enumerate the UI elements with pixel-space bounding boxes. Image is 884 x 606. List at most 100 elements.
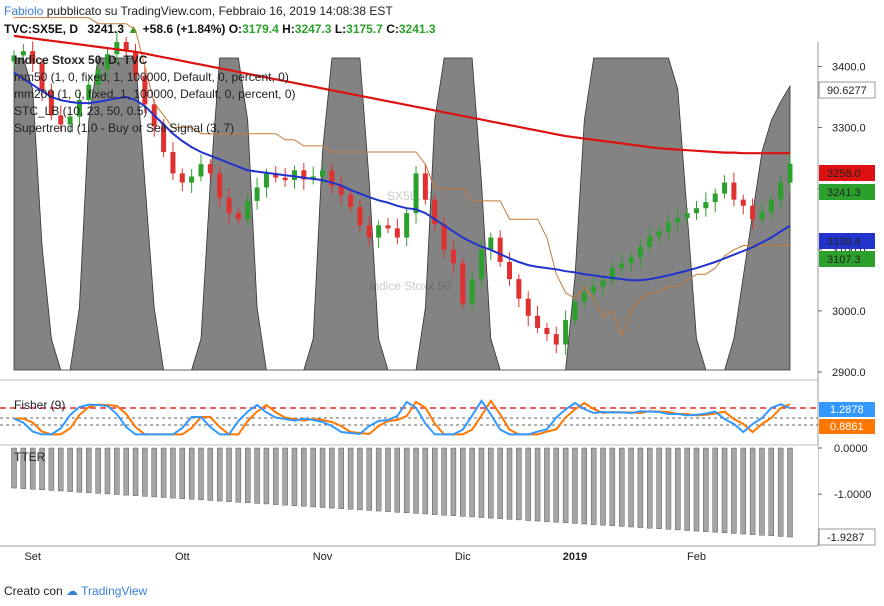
candle-body	[320, 170, 326, 177]
candle-body	[740, 199, 746, 206]
candle-body	[656, 231, 662, 237]
tter-bar	[375, 447, 382, 512]
price-tag-label: 3107.3	[827, 254, 861, 266]
candle-body	[441, 224, 447, 250]
candle-body	[114, 42, 120, 55]
tter-bar	[628, 447, 634, 528]
candle-body	[76, 100, 82, 117]
candle-body	[722, 182, 728, 194]
tter-tag-label: -1.9287	[827, 532, 864, 544]
candle-body	[282, 177, 288, 181]
tter-bar	[207, 447, 214, 501]
tter-bar	[254, 447, 260, 504]
tter-bar	[460, 447, 466, 517]
tter-bar	[749, 447, 756, 535]
candle-body	[189, 176, 195, 183]
tter-bar	[777, 447, 784, 537]
mm50-line	[13, 71, 791, 282]
candle-body	[366, 225, 372, 238]
tter-bar	[721, 447, 728, 534]
tter-bar	[95, 447, 101, 494]
candle-body	[86, 84, 92, 101]
candle-body	[404, 213, 410, 238]
tter-bar	[731, 447, 737, 534]
candle-body	[535, 315, 541, 328]
candle-body	[759, 211, 765, 220]
candle-body	[58, 115, 64, 125]
tter-bar	[703, 447, 709, 532]
candle-body	[329, 170, 335, 186]
candle-body	[291, 170, 297, 181]
tter-bar	[338, 447, 344, 509]
fisher-title: Fisher (9)	[14, 398, 65, 412]
tter-bar	[20, 447, 27, 489]
price-tick-label: 3300.0	[832, 123, 866, 135]
candle-body	[488, 237, 494, 250]
author-link[interactable]: Fabiolo	[4, 4, 44, 18]
tradingview-link[interactable]: TradingView	[81, 584, 148, 598]
candle-body	[20, 51, 26, 56]
tter-bar	[235, 447, 242, 503]
tter-bar	[497, 447, 503, 519]
candle-body	[460, 263, 466, 304]
tter-tag	[818, 528, 876, 546]
quote-line: TVC:SX5E, D 3241.3 ▲ +58.6 (+1.84%) O:31…	[4, 22, 436, 36]
price-tag-label: 3241.3	[827, 187, 861, 199]
tter-bar	[385, 447, 391, 512]
tter-bar	[347, 447, 354, 510]
candle-body	[207, 164, 213, 174]
tter-bar	[86, 447, 92, 493]
mm200-line	[13, 34, 790, 155]
legend-entry: Supertrend (1.0 - Buy or Sell Signal (3,…	[14, 121, 234, 135]
tter-bar	[534, 447, 541, 522]
tter-bar	[245, 447, 251, 503]
tter-bar	[562, 447, 569, 524]
tter-bar	[329, 447, 335, 509]
legend-entry: mm200 (1, 0, fixed, 1, 100000, Default, …	[14, 87, 296, 101]
x-tick-label: Ott	[175, 551, 190, 563]
tter-bar	[198, 447, 204, 501]
tter-bar	[394, 447, 401, 513]
candle-body	[469, 279, 475, 304]
tter-bar	[301, 447, 307, 507]
tter-bar	[590, 447, 597, 525]
created-with-text: Creato con	[4, 584, 63, 598]
x-tick-label: Dic	[455, 551, 471, 563]
candle-body	[665, 222, 671, 232]
close-label: C:	[386, 22, 399, 36]
x-tick-label: 2019	[563, 551, 587, 563]
tter-bar	[675, 447, 681, 531]
candle-body	[170, 152, 176, 174]
watermark-symbol: SX5E, D	[387, 189, 433, 203]
tter-title: TTER	[14, 450, 46, 464]
candle-body	[497, 237, 503, 262]
tter-bar	[488, 447, 494, 519]
tter-bar	[282, 447, 288, 506]
candle-body	[394, 228, 400, 238]
candle-body	[226, 197, 232, 214]
candle-body	[11, 55, 17, 62]
candle-body	[675, 218, 681, 223]
tter-bar	[768, 447, 775, 537]
candle-body	[581, 292, 587, 302]
tter-bar	[600, 447, 606, 526]
tter-bar	[48, 447, 55, 491]
candle-body	[95, 69, 101, 85]
price-tick-label: 2900.0	[832, 367, 866, 379]
tter-bar	[572, 447, 578, 524]
candle-body	[48, 90, 54, 116]
candle-body	[142, 75, 148, 105]
candle-body	[217, 173, 223, 198]
tter-bar	[170, 447, 176, 499]
candle-body	[133, 51, 139, 76]
candle-body	[684, 213, 690, 218]
tter-tick-label: 0.0000	[834, 443, 868, 455]
candle-body	[123, 42, 129, 52]
x-tick-label: Set	[24, 551, 41, 563]
candle-body	[703, 202, 709, 209]
candle-body	[553, 334, 559, 345]
tter-bar	[39, 447, 45, 491]
tter-bar	[544, 447, 550, 522]
tter-bar	[469, 447, 475, 518]
